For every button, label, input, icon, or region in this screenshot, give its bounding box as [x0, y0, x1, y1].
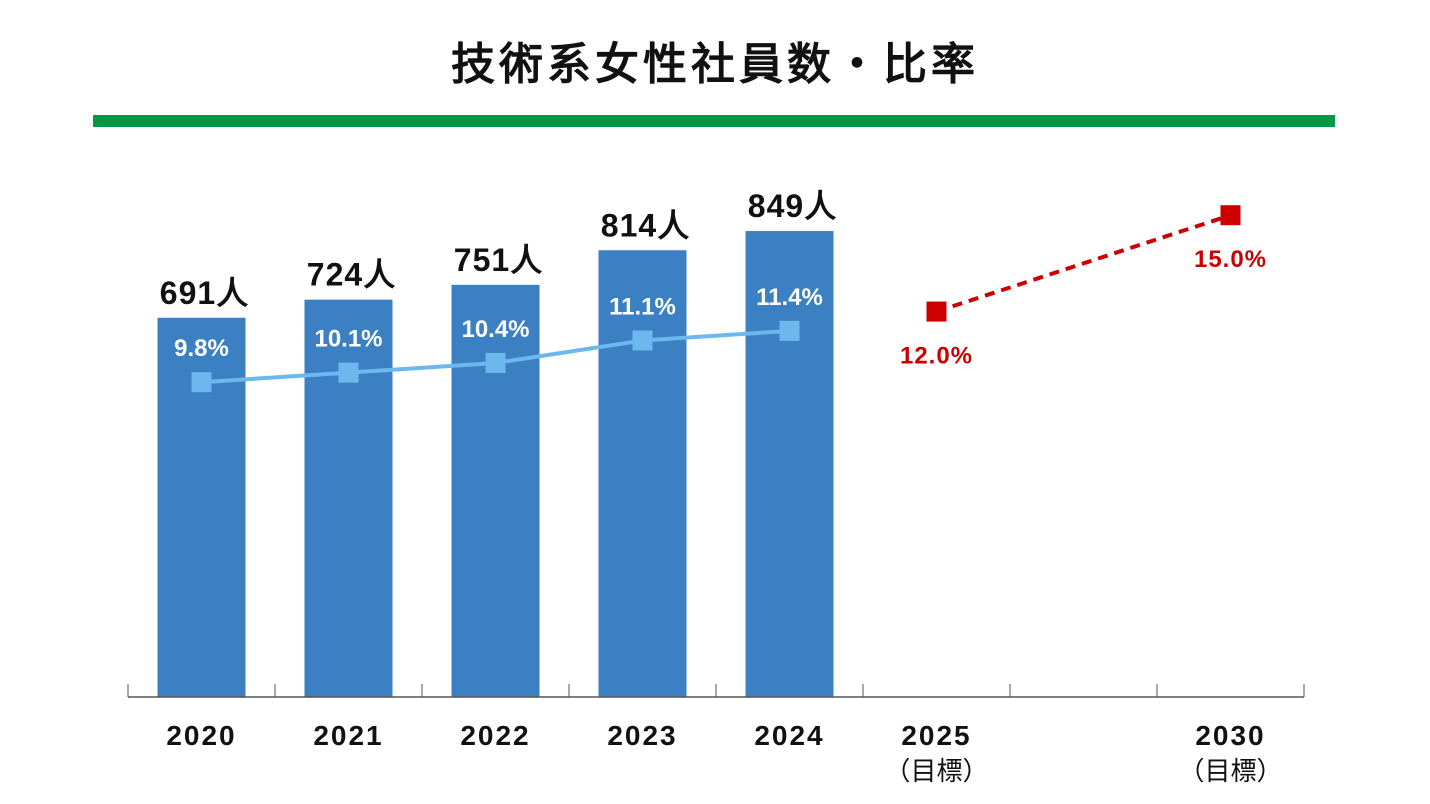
ratio-label: 10.4% — [461, 316, 529, 343]
bar-2022 — [451, 284, 540, 697]
x-tick-label: 2022 — [460, 720, 530, 751]
bar-label-2024: 849人 — [748, 188, 837, 224]
x-tick-label: 2021 — [313, 720, 383, 751]
bar-label-2022: 751人 — [454, 242, 543, 278]
ratio-marker — [191, 372, 212, 393]
ratio-label: 9.8% — [174, 335, 229, 362]
target-ratio-label: 12.0% — [900, 343, 973, 370]
bar-2021 — [304, 299, 393, 697]
x-tick-label: 2025 — [901, 720, 971, 751]
target-ratio-label: 15.0% — [1194, 246, 1267, 273]
bar-label-2023: 814人 — [601, 207, 690, 243]
ratio-label: 10.1% — [314, 326, 382, 353]
title-underline — [93, 115, 1335, 127]
ratio-label: 11.4% — [756, 284, 823, 311]
ratio-marker — [632, 330, 653, 351]
bar-label-2021: 724人 — [307, 257, 396, 293]
target-ratio-marker — [1220, 205, 1241, 226]
chart-title: 技術系女性社員数・比率 — [451, 39, 979, 90]
x-tick-sublabel: （目標） — [884, 757, 988, 787]
bar-label-2020: 691人 — [160, 275, 249, 311]
bar-2023 — [598, 250, 687, 697]
ratio-label: 11.1% — [609, 293, 676, 320]
target-ratio-line — [935, 213, 1232, 314]
x-tick-sublabel: （目標） — [1178, 757, 1282, 787]
x-tick-label: 2020 — [166, 720, 236, 751]
bar-2024 — [745, 231, 834, 698]
ratio-marker — [485, 352, 506, 373]
target-ratio-marker — [926, 301, 947, 322]
x-tick-label: 2023 — [607, 720, 677, 751]
ratio-marker — [779, 320, 800, 341]
ratio-marker — [338, 362, 359, 383]
x-tick-label: 2024 — [754, 720, 824, 751]
x-tick-label: 2030 — [1195, 720, 1265, 751]
